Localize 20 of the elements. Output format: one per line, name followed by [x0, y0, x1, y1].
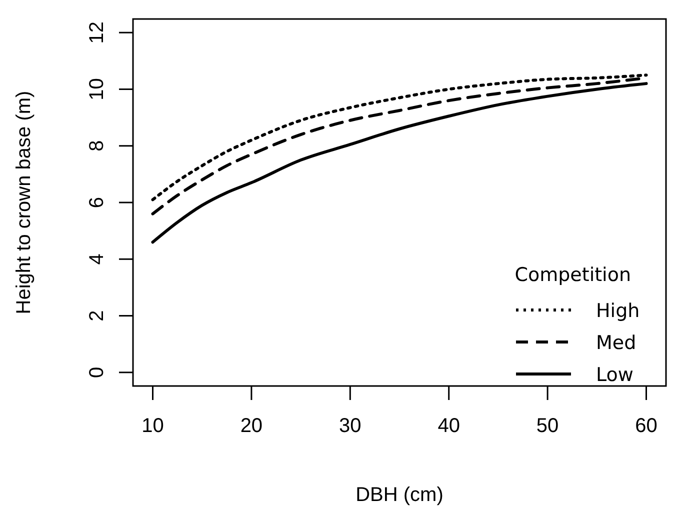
x-axis-title: DBH (cm): [356, 484, 444, 506]
y-axis-title: Height to crown base (m): [13, 90, 35, 314]
y-tick-label: 4: [86, 254, 108, 265]
legend-label: Med: [596, 332, 636, 354]
y-tick-label: 8: [86, 140, 108, 152]
x-tick-label: 60: [635, 415, 658, 437]
y-tick-label: 2: [86, 310, 108, 322]
x-tick-label: 40: [438, 415, 460, 437]
y-tick-label: 6: [86, 196, 108, 208]
x-tick-label: 20: [240, 415, 263, 437]
legend-title: Competition: [514, 264, 631, 286]
line-series: [151, 82, 648, 244]
y-tick-label: 12: [86, 21, 108, 44]
y-tick-label: 10: [86, 78, 108, 100]
x-tick-label: 50: [536, 415, 559, 437]
x-tick-label: 10: [142, 415, 164, 437]
legend-label: Low: [596, 364, 634, 386]
x-tick-label: 30: [339, 415, 362, 437]
legend-label: High: [596, 300, 640, 322]
y-tick-label: 0: [86, 366, 108, 378]
